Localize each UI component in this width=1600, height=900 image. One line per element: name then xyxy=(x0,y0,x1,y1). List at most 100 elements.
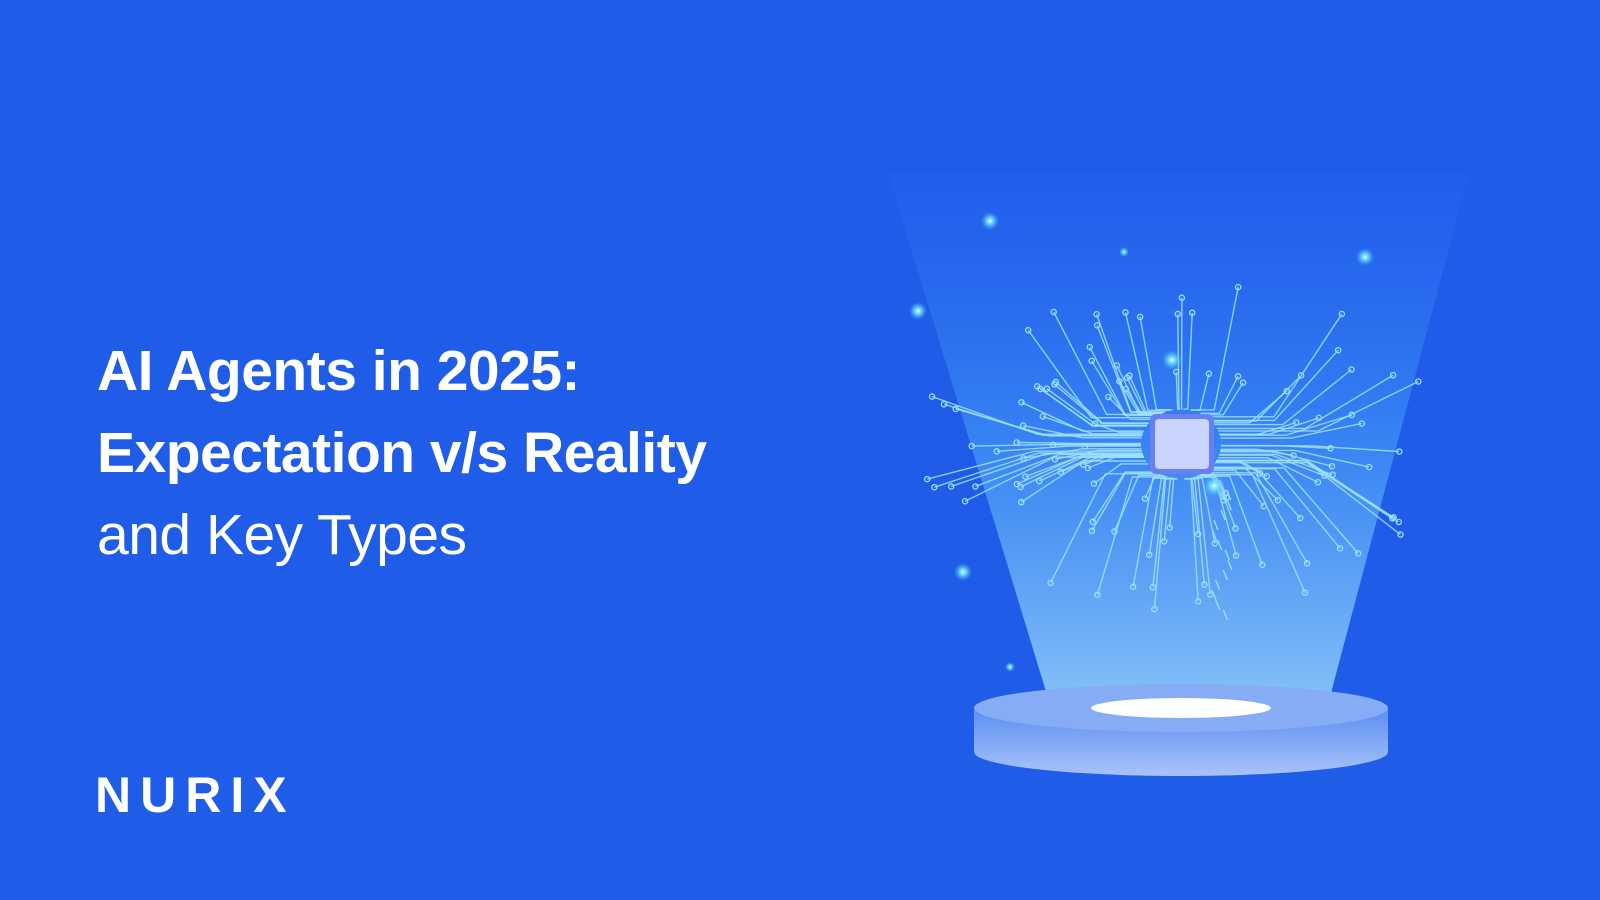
circuit-node xyxy=(1126,372,1133,379)
circuit-node xyxy=(1024,326,1032,334)
circuit-node xyxy=(1354,550,1362,557)
circuit-node xyxy=(1334,346,1342,354)
circuit-trace xyxy=(1091,360,1158,417)
circuit-node xyxy=(1415,378,1422,385)
circuit-node xyxy=(1093,322,1101,329)
circuit-trace xyxy=(1023,448,1142,460)
circuit-node xyxy=(1297,372,1305,379)
circuit-node xyxy=(1348,366,1355,373)
glow-particle xyxy=(1356,248,1374,266)
circuit-node xyxy=(1043,385,1051,392)
circuit-node xyxy=(1200,581,1208,588)
glow-particles xyxy=(909,212,1374,672)
circuit-node xyxy=(1395,518,1402,526)
circuit-trace xyxy=(1049,473,1161,584)
circuit-trace xyxy=(1036,385,1147,427)
circuit-node xyxy=(1188,309,1196,317)
glow-particle xyxy=(1119,247,1129,257)
circuit-trace xyxy=(1060,455,1144,473)
circuit-trace xyxy=(1203,472,1308,564)
circuit-trace xyxy=(1226,489,1232,501)
circuit-trace xyxy=(1197,475,1263,565)
circuit-node xyxy=(1086,343,1093,351)
circuit-node xyxy=(1151,605,1158,613)
circuit-node xyxy=(1018,498,1025,506)
circuit-trace xyxy=(1180,297,1183,410)
circuit-node xyxy=(1336,545,1344,552)
circuit-trace xyxy=(1118,380,1160,416)
circuit-node xyxy=(1232,525,1239,532)
circuit-node xyxy=(1136,313,1144,321)
glow-particle xyxy=(1005,662,1015,672)
circuit-node xyxy=(1039,413,1047,420)
circuit-node xyxy=(1018,399,1025,406)
glow-particle xyxy=(954,563,972,581)
circuit-trace xyxy=(1207,469,1265,507)
circuit-node xyxy=(1093,310,1100,318)
circuit-node xyxy=(1022,473,1029,480)
circuit-node xyxy=(1283,387,1290,395)
circuit-trace xyxy=(996,445,1142,452)
circuit-trace xyxy=(934,452,1143,488)
circuit-trace xyxy=(1016,441,1142,445)
circuit-trace xyxy=(1021,401,1144,432)
circuit-trace xyxy=(1214,368,1352,426)
circuit-node xyxy=(1094,591,1101,599)
circuit-trace xyxy=(1092,471,1158,523)
circuit-node xyxy=(1088,527,1096,535)
circuit-node xyxy=(1234,283,1242,291)
circuit-node xyxy=(1274,497,1282,504)
circuit-node xyxy=(1166,524,1173,531)
circuit-trace xyxy=(1219,414,1353,436)
circuit-trace xyxy=(1226,499,1232,511)
circuit-trace xyxy=(1027,329,1155,419)
circuit-node xyxy=(1035,477,1043,485)
circuit-trace xyxy=(1213,519,1219,531)
circuit-trace xyxy=(1200,474,1306,593)
circuit-trace xyxy=(1185,478,1205,585)
circuit-trace xyxy=(1139,316,1173,411)
circuit-node xyxy=(931,483,938,491)
circuit-node xyxy=(1050,308,1057,316)
circuit-node xyxy=(1088,357,1095,365)
circuit-trace xyxy=(1217,539,1223,551)
circuit-node xyxy=(1013,439,1021,446)
circuit-trace xyxy=(1227,559,1233,571)
circuit-trace xyxy=(1183,312,1193,410)
circuit-trace xyxy=(1215,579,1221,591)
circuit-node xyxy=(961,497,969,505)
circuit-node xyxy=(1358,420,1366,427)
circuit-node xyxy=(1080,461,1087,468)
circuit-trace xyxy=(1210,466,1279,501)
circuit-trace xyxy=(1210,349,1339,422)
circuit-node xyxy=(1194,598,1202,605)
circuit-node xyxy=(1129,583,1137,590)
circuit-node xyxy=(1303,560,1311,567)
circuit-node xyxy=(1338,310,1346,318)
circuit-node xyxy=(1051,381,1058,388)
circuit-trace xyxy=(1220,422,1363,439)
circuit-trace xyxy=(931,395,1143,435)
circuit-trace xyxy=(1215,460,1268,477)
circuit-trace xyxy=(1206,313,1343,418)
circuit-node xyxy=(1348,411,1356,419)
glow-particle xyxy=(1203,475,1225,497)
circuit-trace xyxy=(1210,467,1359,554)
circuit-trace xyxy=(1222,569,1228,581)
circuit-node xyxy=(1397,531,1404,538)
circuit-node xyxy=(1194,530,1202,538)
glow-particle xyxy=(909,302,927,320)
circuit-trace xyxy=(1220,445,1400,453)
circuit-node xyxy=(1047,579,1054,587)
circuit-node xyxy=(1141,495,1149,502)
circuit-trace xyxy=(1216,459,1394,518)
pedestal xyxy=(974,684,1388,776)
headline: AI Agents in 2025: Expectation v/s Reali… xyxy=(97,330,707,576)
circuit-trace xyxy=(1209,468,1341,549)
circuit-node xyxy=(1145,551,1153,558)
circuit-trace xyxy=(1211,529,1217,541)
circuit-trace xyxy=(1054,449,1142,461)
circuit-trace xyxy=(1113,474,1164,532)
circuit-trace xyxy=(1091,472,1159,532)
